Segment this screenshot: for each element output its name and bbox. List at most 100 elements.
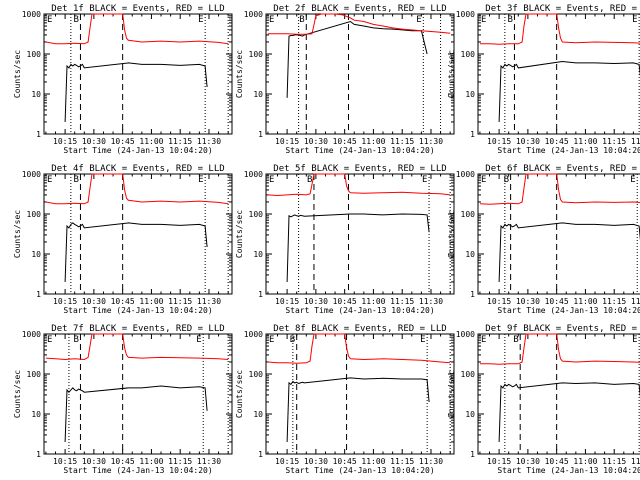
y-axis-label: Counts/sec <box>235 50 244 98</box>
y-tick-label: 100 <box>249 210 264 219</box>
plot-frame <box>43 13 233 135</box>
y-tick-label: 1000 <box>456 170 475 179</box>
x-tick-label: 11:00 <box>139 457 163 466</box>
x-axis-label: Start Time (24-Jan-13 10:04:20) <box>497 466 640 475</box>
x-tick-label: 10:45 <box>111 457 135 466</box>
x-axis-label: Start Time (24-Jan-13 10:04:20) <box>285 466 434 475</box>
events-series-line <box>64 385 208 443</box>
y-tick-label: 10 <box>31 250 41 259</box>
plot-frame <box>265 173 455 295</box>
x-axis-label: Start Time (24-Jan-13 10:04:20) <box>497 306 640 315</box>
x-tick-label: 11:00 <box>573 137 597 146</box>
x-tick-label: 11:30 <box>197 137 221 146</box>
events-series-line <box>286 20 428 98</box>
region-label: E <box>630 175 635 185</box>
x-tick-label: 11:30 <box>197 297 221 306</box>
y-tick-label: 10 <box>253 90 263 99</box>
y-tick-label: 1 <box>258 130 263 139</box>
x-tick-label: 11:00 <box>139 297 163 306</box>
y-tick-label: 100 <box>249 370 264 379</box>
y-axis-label: Counts/sec <box>13 370 22 418</box>
x-tick-label: 10:30 <box>516 457 540 466</box>
lld-series-line <box>45 333 229 361</box>
x-tick-label: 10:30 <box>82 137 106 146</box>
y-tick-label: 1000 <box>22 330 41 339</box>
lld-series-line <box>45 13 229 45</box>
y-tick-label: 1 <box>36 130 41 139</box>
x-tick-label: 10:15 <box>275 297 299 306</box>
y-axis-label: Counts/sec <box>235 370 244 418</box>
lld-series-line <box>267 13 451 35</box>
chart-title: Det 9f BLACK = Events, RED = LLD <box>485 324 640 334</box>
events-series-line <box>64 62 208 123</box>
lld-series-line <box>267 333 451 364</box>
x-tick-label: 10:30 <box>82 457 106 466</box>
x-tick-label: 11:30 <box>631 297 640 306</box>
x-tick-label: 10:15 <box>487 457 511 466</box>
detector-chart-6: Det 6f BLACK = Events, RED = LLD 1 10 100 10… <box>447 164 640 315</box>
x-tick-label: 10:15 <box>53 457 77 466</box>
plot-frame <box>477 333 640 455</box>
x-tick-label: 11:00 <box>361 457 385 466</box>
y-axis-label: Counts/sec <box>13 50 22 98</box>
plot-frame <box>43 333 233 455</box>
x-tick-label: 10:45 <box>111 137 135 146</box>
region-label: E <box>632 15 637 25</box>
x-axis-label: Start Time (24-Jan-13 10:04:20) <box>63 466 212 475</box>
x-tick-label: 11:00 <box>573 457 597 466</box>
x-tick-label: 11:15 <box>390 457 414 466</box>
x-tick-label: 11:30 <box>631 457 640 466</box>
region-label: E <box>269 175 274 185</box>
x-tick-label: 10:15 <box>487 297 511 306</box>
x-tick-label: 10:30 <box>304 297 328 306</box>
region-label: B <box>513 335 518 345</box>
y-tick-label: 10 <box>465 250 475 259</box>
x-tick-label: 10:45 <box>333 137 357 146</box>
x-tick-label: 10:45 <box>333 457 357 466</box>
lld-series-line <box>267 173 451 197</box>
x-tick-label: 11:15 <box>390 297 414 306</box>
region-label: B <box>507 15 512 25</box>
plot-frame <box>477 173 640 295</box>
chart-title: Det 2f BLACK = Events, RED = LLD <box>273 4 446 14</box>
y-tick-label: 1 <box>470 130 475 139</box>
region-label: B <box>299 15 304 25</box>
y-tick-label: 10 <box>31 410 41 419</box>
y-tick-label: 100 <box>27 210 42 219</box>
x-tick-label: 10:15 <box>53 297 77 306</box>
y-axis-label: Counts/sec <box>447 210 456 258</box>
y-tick-label: 10 <box>465 410 475 419</box>
detector-chart-1: Det 1f BLACK = Events, RED = LLD 1 10 100 10… <box>13 4 233 155</box>
x-tick-label: 11:00 <box>361 297 385 306</box>
y-axis-label: Counts/sec <box>13 210 22 258</box>
y-tick-label: 100 <box>249 50 264 59</box>
events-series-line <box>498 60 640 123</box>
chart-title: Det 3f BLACK = Events, RED = LLD <box>485 4 640 14</box>
x-tick-label: 11:30 <box>631 137 640 146</box>
x-tick-label: 11:00 <box>573 297 597 306</box>
detector-chart-5: Det 5f BLACK = Events, RED = LLD 1 10 100 10… <box>235 164 455 315</box>
region-label: E <box>422 175 427 185</box>
x-axis-label: Start Time (24-Jan-13 10:04:20) <box>63 306 212 315</box>
y-tick-label: 10 <box>253 410 263 419</box>
x-tick-label: 11:30 <box>419 297 443 306</box>
x-tick-label: 11:30 <box>197 457 221 466</box>
x-tick-label: 10:45 <box>333 297 357 306</box>
x-tick-label: 10:45 <box>545 457 569 466</box>
x-tick-label: 11:15 <box>168 137 192 146</box>
events-series-line <box>286 377 430 443</box>
chart-title: Det 8f BLACK = Events, RED = LLD <box>273 324 446 334</box>
detector-chart-2: Det 2f BLACK = Events, RED = LLD 1 10 100 10… <box>235 4 455 155</box>
plot-frame <box>265 13 455 135</box>
x-axis-label: Start Time (24-Jan-13 10:04:20) <box>63 146 212 155</box>
x-tick-label: 10:30 <box>304 457 328 466</box>
events-series-line <box>498 222 640 283</box>
lld-series-line <box>45 173 229 205</box>
region-label: B <box>504 175 509 185</box>
x-tick-label: 10:15 <box>53 137 77 146</box>
x-tick-label: 10:45 <box>111 297 135 306</box>
region-label: B <box>290 335 295 345</box>
y-tick-label: 100 <box>461 210 476 219</box>
region-label: E <box>416 15 421 25</box>
x-tick-label: 11:15 <box>602 457 626 466</box>
